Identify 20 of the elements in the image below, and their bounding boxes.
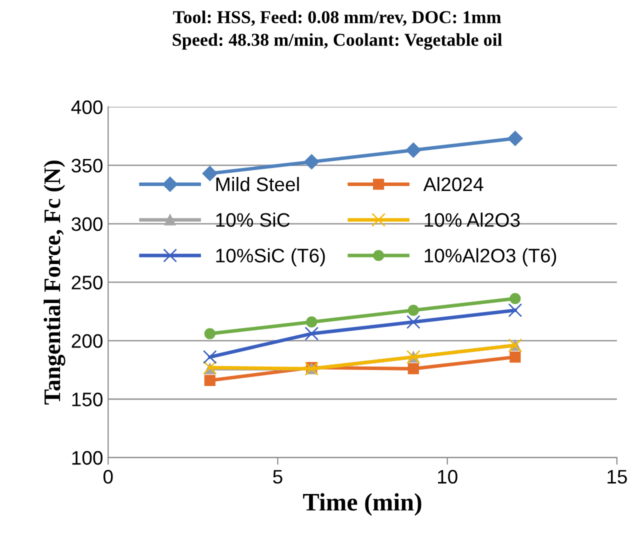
y-tick-label: 350	[72, 158, 102, 173]
y-tick-label: 250	[72, 276, 102, 290]
x-tick-label: 10	[438, 470, 458, 484]
y-tick-label: 400	[71, 100, 102, 114]
y-axis-title: Tangential Force, Fc (N)	[44, 160, 66, 404]
legend-label: 10% Al2O3	[424, 212, 520, 227]
x-tick-label: 0	[103, 470, 113, 484]
y-tick-label: 200	[72, 334, 102, 348]
legend-label: 10%SiC (T6)	[216, 248, 325, 266]
y-tick-label: 100	[72, 451, 102, 465]
legend-label: Mild Steel	[216, 176, 299, 192]
legend-label: 10% SiC	[216, 212, 290, 227]
legend-label: Al2024	[423, 176, 484, 192]
y-tick-label: 300	[72, 217, 102, 232]
x-tick-label: 15	[608, 470, 627, 484]
x-axis-title: Time (min)	[303, 493, 422, 516]
x-tick-label: 5	[273, 470, 282, 484]
legend-label: 10%Al2O3 (T6)	[424, 248, 556, 266]
y-tick-label: 150	[72, 392, 102, 406]
chart-title: Tool: HSS, Feed: 0.08 mm/rev, DOC: 1mm Speed: 48.38 m/min, Coolant: Vegetable oil	[172, 10, 502, 50]
